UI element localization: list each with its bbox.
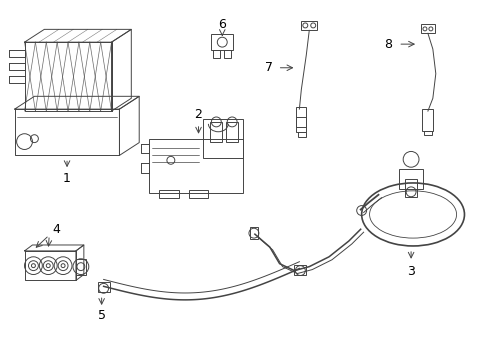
Bar (211, 34, 233, 50)
Bar (422, 109, 433, 131)
Text: 6: 6 (219, 18, 226, 31)
Bar (421, 24, 435, 33)
Text: 3: 3 (407, 265, 415, 278)
Bar (424, 131, 432, 135)
Text: 2: 2 (195, 108, 202, 121)
Bar (76, 259, 86, 275)
Bar (298, 132, 306, 137)
Bar (189, 190, 208, 198)
Bar (203, 119, 243, 158)
Bar (149, 139, 243, 193)
Bar (296, 107, 306, 132)
Text: 7: 7 (265, 61, 273, 74)
Bar (159, 190, 179, 198)
Text: 5: 5 (98, 309, 106, 322)
Bar (399, 169, 423, 189)
Bar (226, 122, 238, 141)
Bar (296, 117, 306, 127)
Bar (98, 282, 110, 292)
Bar (301, 21, 317, 30)
Text: 4: 4 (52, 223, 60, 236)
Bar (210, 122, 222, 141)
Bar (405, 179, 417, 197)
Bar (250, 227, 258, 239)
Bar (213, 50, 220, 58)
Bar (294, 265, 306, 275)
Bar (224, 50, 231, 58)
Text: 8: 8 (384, 38, 392, 51)
Text: 1: 1 (63, 171, 71, 185)
